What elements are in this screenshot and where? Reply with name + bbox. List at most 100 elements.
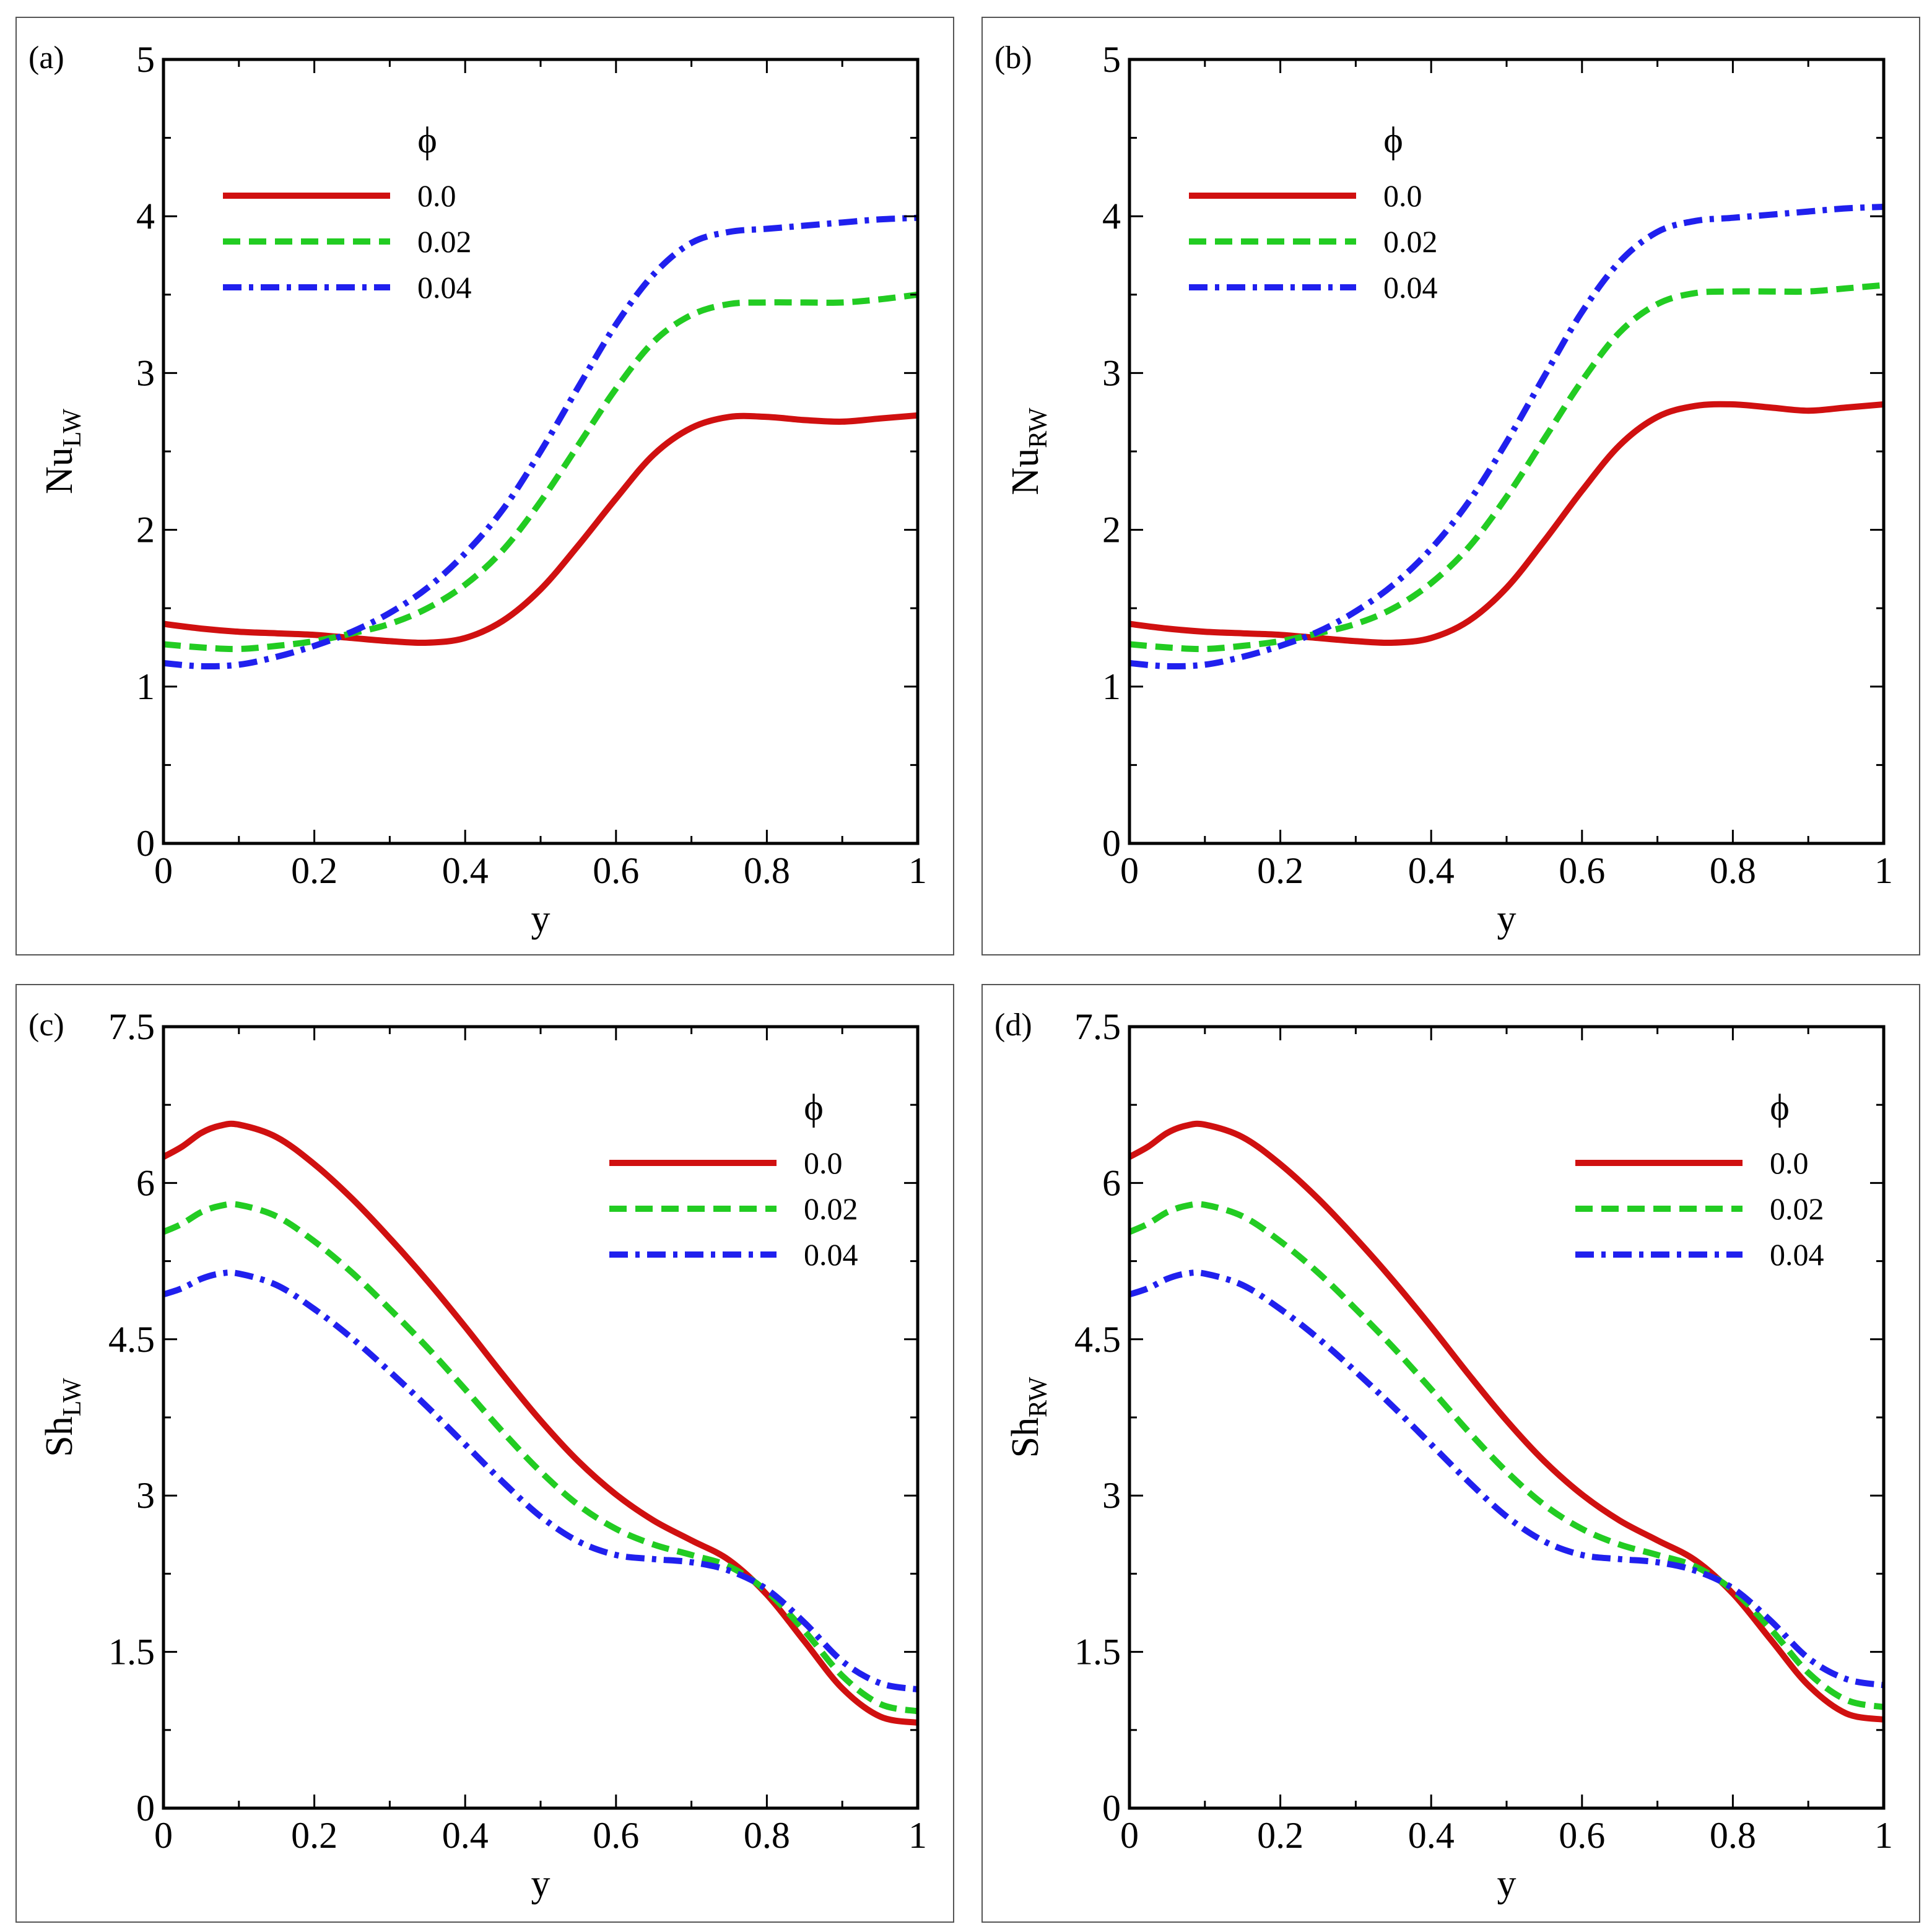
y-axis-title-subscript: LW	[58, 1378, 87, 1417]
y-tick-label: 0	[1102, 1788, 1121, 1829]
y-tick-label: 4.5	[108, 1319, 155, 1360]
y-tick-label: 3	[1102, 352, 1121, 393]
y-axis-title-subscript: RW	[1024, 407, 1053, 448]
y-axis-title-main: Nu	[1004, 448, 1046, 495]
panel-a: 0 0.2 0.4 0.6 0.8 1 0 1 2 3 4 5 y NuLW (a) ϕ 0.0 0.02 0.04	[15, 17, 954, 955]
y-tick-label: 2	[136, 510, 155, 550]
y-axis-title: NuRW	[1004, 407, 1053, 495]
y-tick-label: 1.5	[1074, 1632, 1121, 1673]
x-tick-label: 0	[154, 1815, 173, 1856]
y-axis-title: ShRW	[1004, 1377, 1053, 1458]
y-tick-label: 6	[1102, 1162, 1121, 1203]
series-line-0.02	[163, 1201, 918, 1715]
y-tick-label: 6	[136, 1162, 155, 1203]
x-tick-label: 0.2	[291, 850, 337, 891]
x-tick-label: 0	[1120, 850, 1139, 891]
y-tick-label: 2	[1102, 510, 1121, 550]
x-tick-label: 0.4	[442, 1815, 489, 1856]
series-line-0.0	[1129, 1120, 1884, 1723]
y-axis-title-main: Nu	[38, 447, 80, 494]
series-line-0.02	[1129, 282, 1884, 653]
y-axis-title-subscript: RW	[1024, 1377, 1053, 1417]
x-tick-label: 0.2	[1257, 850, 1303, 891]
y-tick-label: 3	[136, 352, 155, 393]
y-tick-label: 0	[136, 1788, 155, 1829]
y-axis-title: NuLW	[38, 409, 87, 494]
x-axis-title: y	[531, 1863, 550, 1905]
panel-c: 0 0.2 0.4 0.6 0.8 1 0 1.5 3 4.5 6 7.5 y ShLW (c) ϕ 0.0 0.…	[15, 984, 954, 1923]
x-tick-label: 0.4	[1408, 850, 1455, 891]
panel-label: (c)	[28, 1007, 64, 1043]
panel-frame	[981, 984, 1920, 1923]
x-tick-label: 0	[1120, 1815, 1139, 1856]
legend-label: 0.02	[1383, 224, 1438, 259]
plot-area	[1128, 58, 1886, 845]
y-axis-title-main: Sh	[1004, 1417, 1046, 1458]
legend-label: 0.04	[417, 270, 472, 305]
legend-label: 0.02	[804, 1191, 858, 1226]
y-tick-label: 5	[136, 39, 155, 80]
y-tick-label: 5	[1102, 39, 1121, 80]
y-tick-label: 7.5	[108, 1006, 155, 1047]
y-tick-label: 7.5	[1074, 1006, 1121, 1047]
series-line-0.02	[163, 291, 918, 653]
y-axis-title-main: Sh	[38, 1416, 80, 1456]
legend-label: 0.04	[804, 1237, 858, 1272]
x-tick-label: 0.6	[593, 850, 639, 891]
panel-label: (d)	[994, 1007, 1032, 1043]
legend-label: 0.0	[417, 178, 456, 213]
panel-d: 0 0.2 0.4 0.6 0.8 1 0 1.5 3 4.5 6 7.5 y ShRW (d) ϕ 0.0 0.…	[981, 984, 1920, 1923]
x-tick-label: 0.8	[744, 1815, 790, 1856]
y-tick-label: 3	[136, 1475, 155, 1516]
series-line-0.0	[163, 1120, 918, 1726]
x-tick-label: 0.8	[1710, 1815, 1756, 1856]
series-line-0.0	[163, 412, 918, 646]
legend-label: 0.0	[804, 1146, 843, 1180]
legend-label: 0.0	[1770, 1146, 1809, 1180]
series-line-0.04	[1129, 204, 1884, 670]
legend-label: 0.04	[1383, 270, 1438, 305]
x-axis-title: y	[1497, 898, 1516, 940]
legend-label: 0.02	[417, 224, 472, 259]
y-tick-label: 3	[1102, 1475, 1121, 1516]
series-line-0.02	[1129, 1201, 1884, 1710]
y-axis-title: ShLW	[38, 1378, 87, 1457]
x-tick-label: 0.8	[744, 850, 790, 891]
x-tick-label: 0	[154, 850, 173, 891]
series-line-0.04	[163, 214, 918, 670]
legend-label: 0.04	[1770, 1237, 1824, 1272]
series-line-0.04	[1129, 1269, 1884, 1689]
panel-b: 0 0.2 0.4 0.6 0.8 1 0 1 2 3 4 5 y NuRW (b) ϕ 0.0 0.02 0.04	[981, 17, 1920, 955]
y-tick-label: 4.5	[1074, 1319, 1121, 1360]
y-tick-label: 1.5	[108, 1632, 155, 1673]
x-tick-label: 1	[908, 850, 927, 891]
x-tick-label: 0.6	[593, 1815, 639, 1856]
legend-label: 0.02	[1770, 1191, 1824, 1226]
legend-title: ϕ	[1770, 1087, 1790, 1128]
y-axis-title-subscript: LW	[58, 409, 87, 448]
panel-frame	[15, 17, 954, 955]
x-tick-label: 0.4	[1408, 1815, 1455, 1856]
x-tick-label: 0.8	[1710, 850, 1756, 891]
panel-label: (a)	[28, 40, 64, 76]
y-tick-label: 4	[136, 196, 155, 237]
x-tick-label: 0.2	[1257, 1815, 1303, 1856]
series-line-0.0	[1129, 401, 1884, 646]
x-tick-label: 1	[1874, 1815, 1893, 1856]
legend-title: ϕ	[1383, 120, 1403, 160]
x-tick-label: 1	[1874, 850, 1893, 891]
y-tick-label: 1	[136, 666, 155, 707]
y-tick-label: 1	[1102, 666, 1121, 707]
panel-label: (b)	[994, 40, 1032, 76]
series-line-0.04	[163, 1269, 918, 1693]
legend-title: ϕ	[804, 1087, 824, 1128]
y-tick-label: 0	[1102, 823, 1121, 864]
legend-title: ϕ	[417, 120, 437, 160]
x-tick-label: 0.6	[1559, 1815, 1605, 1856]
x-tick-label: 0.6	[1559, 850, 1605, 891]
legend-label: 0.0	[1383, 178, 1422, 213]
y-tick-label: 0	[136, 823, 155, 864]
x-axis-title: y	[1497, 1863, 1516, 1905]
x-tick-label: 0.2	[291, 1815, 337, 1856]
